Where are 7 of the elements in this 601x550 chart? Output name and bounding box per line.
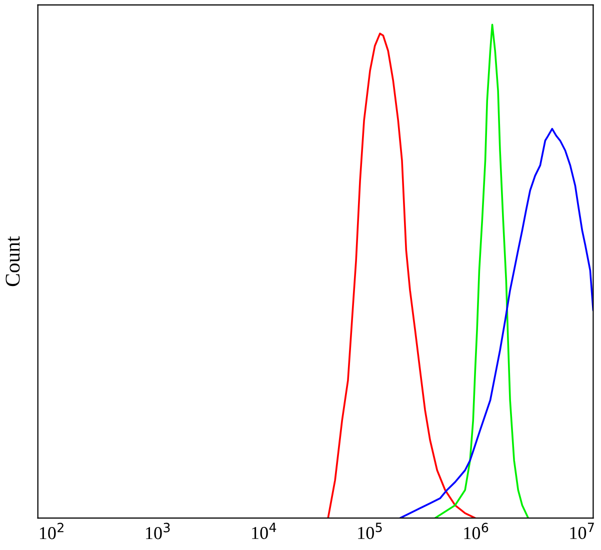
x-tick-label: 10$^{6}$ [464, 522, 488, 540]
x-tick-label: 10$^{3}$ [146, 522, 170, 540]
x-tick-label: 10$^{2}$ [40, 522, 64, 540]
x-tick-label: 10$^{5}$ [358, 522, 382, 540]
x-tick-label: 10$^{7}$ [570, 522, 594, 540]
y-axis-title: Count [6, 236, 20, 286]
x-tick-label: 10$^{4}$ [252, 522, 276, 540]
